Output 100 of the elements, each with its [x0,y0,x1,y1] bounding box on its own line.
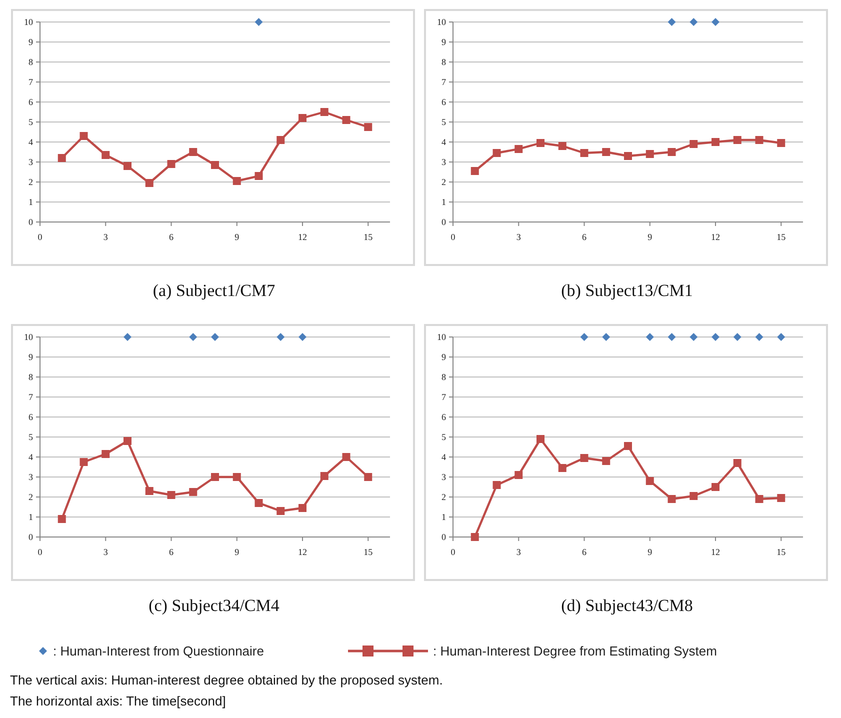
x-tick-label: 6 [582,547,587,557]
point [646,477,654,485]
point [58,515,66,523]
y-tick-label: 4 [28,452,34,462]
point [470,533,479,541]
point [712,483,720,491]
y-tick-label: 10 [24,17,34,28]
point [690,492,698,500]
point [690,140,698,148]
y-tick-label: 6 [442,412,446,422]
y-tick-label: 5 [442,432,446,442]
point [320,108,328,116]
y-tick-label: 2 [442,492,446,502]
x-tick-label: 9 [234,547,240,557]
x-tick-label: 6 [169,232,174,242]
x-tick-label: 3 [103,232,108,242]
y-tick-label: 8 [28,372,34,382]
x-tick-label: 15 [364,232,374,242]
legend-label: : Human-Interest from Questionnaire [53,644,264,659]
point [276,333,285,341]
point [276,136,285,144]
point [690,18,698,26]
point [189,488,198,496]
y-tick-label: 9 [28,352,34,362]
point [298,333,306,341]
y-tick-label: 8 [28,57,34,68]
text: The vertical axis: Human-interest degree obtained by the proposed system. [10,672,443,688]
point [777,333,786,341]
y-tick-label: 9 [28,37,34,48]
point [668,333,676,341]
y-tick-label: 4 [28,137,34,148]
point [232,473,241,481]
point [733,459,742,467]
point [102,151,110,159]
y-tick-label: 7 [28,77,34,88]
y-tick-label: 0 [28,217,34,228]
x-tick-label: 15 [776,232,786,242]
y-tick-label: 6 [442,97,446,108]
point [80,458,88,466]
y-tick-label: 10 [437,17,446,28]
y-tick-label: 0 [442,532,446,542]
y-tick-label: 4 [442,452,446,462]
y-tick-label: 9 [442,37,446,48]
y-tick-label: 0 [28,532,34,542]
y-tick-label: 8 [442,57,446,68]
text: (c) Subject34/CM4 [148,596,280,615]
point [514,471,523,479]
point [470,167,479,175]
y-tick-label: 0 [442,217,446,228]
point [342,116,350,124]
x-tick-label: 3 [103,547,108,557]
legend-label: : Human-Interest Degree from Estimating System [433,644,717,659]
point [492,481,501,489]
y-tick-label: 7 [442,77,446,88]
point [755,136,764,144]
point [124,162,132,170]
y-tick-label: 4 [442,137,446,148]
y-tick-label: 3 [28,157,34,168]
point [298,504,306,512]
point [211,161,219,169]
point [232,177,241,185]
point [558,464,566,472]
x-tick-label: 9 [234,232,240,242]
point [755,333,764,341]
x-tick-label: 0 [450,232,456,242]
x-tick-label: 0 [38,547,43,557]
point [254,172,263,180]
point [145,487,154,495]
y-tick-label: 8 [442,372,446,382]
point [580,454,588,462]
point [298,114,306,122]
x-tick-label: 6 [169,547,174,557]
x-tick-label: 0 [450,547,456,557]
y-tick-label: 2 [28,492,33,502]
point [254,499,263,507]
x-tick-label: 9 [648,232,653,242]
y-tick-label: 3 [442,472,446,482]
point [580,149,588,157]
text: The horizontal axis: The time[second] [10,694,226,709]
point [580,333,588,341]
y-tick-label: 6 [28,97,34,108]
point [712,138,720,146]
point [733,136,742,144]
x-tick-label: 6 [582,232,587,242]
y-tick-label: 2 [28,177,33,188]
point [733,333,742,341]
x-tick-label: 12 [711,232,720,242]
point [211,333,219,341]
point [712,333,720,341]
x-tick-label: 3 [516,232,522,242]
y-tick-label: 6 [28,412,34,422]
y-tick-label: 1 [442,197,446,208]
point [124,437,132,445]
point [777,494,786,502]
y-tick-label: 5 [28,432,34,442]
point [624,152,632,160]
text: (d) Subject43/CM8 [561,596,693,615]
y-tick-label: 1 [442,512,446,522]
point [536,139,544,147]
point [646,333,654,341]
